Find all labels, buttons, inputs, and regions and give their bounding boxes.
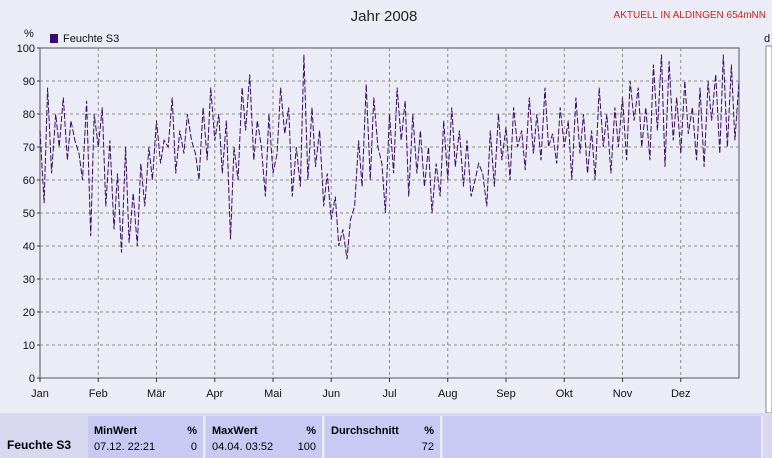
right-panel-edge	[765, 45, 772, 413]
max-date: 04.04. 03:52	[212, 441, 274, 453]
x-tick-label: Jul	[382, 388, 396, 400]
y-tick-label: 70	[23, 142, 35, 154]
min-date: 07.12. 22:21	[94, 441, 156, 453]
x-tick-label: Feb	[89, 388, 108, 400]
y-tick-label: 10	[23, 340, 35, 352]
x-tick-label: Dez	[671, 388, 691, 400]
min-header: MinWert	[94, 425, 138, 437]
x-tick-label: Nov	[613, 388, 633, 400]
stats-cell-avg: Durchschnitt % 72	[325, 416, 442, 458]
legend-label: Feuchte S3	[63, 33, 119, 45]
legend-swatch	[50, 34, 58, 43]
x-tick-label: Jun	[322, 388, 340, 400]
avg-value: 72	[421, 441, 434, 453]
y-tick-label: 90	[23, 76, 35, 88]
y-axis-unit-label: %	[24, 28, 34, 40]
x-tick-label: Apr	[206, 388, 223, 400]
location-subtitle: AKTUELL IN ALDINGEN 654mNN	[614, 10, 766, 21]
y-tick-label: 80	[23, 109, 35, 121]
avg-header: Durchschnitt	[331, 425, 399, 437]
y-tick-label: 0	[29, 373, 35, 385]
max-header: MaxWert	[212, 425, 258, 437]
x-tick-label: Sep	[496, 388, 516, 400]
y-tick-label: 40	[23, 241, 35, 253]
stats-cell-min: MinWert % 07.12. 22:21 0	[88, 416, 205, 458]
right-edge-label: d	[764, 33, 770, 45]
humidity-chart: Jahr 2008 AKTUELL IN ALDINGEN 654mNN % d…	[17, 8, 772, 413]
stats-row-label: Feuchte S3	[7, 438, 72, 452]
series-line-feuchte-s3	[39, 54, 740, 260]
avg-unit: %	[424, 425, 434, 437]
x-tick-label: Jan	[31, 388, 49, 400]
min-unit: %	[187, 425, 197, 437]
y-tick-label: 100	[17, 43, 35, 55]
chart-title: Jahr 2008	[351, 8, 418, 25]
y-tick-label: 60	[23, 175, 35, 187]
min-value: 0	[190, 441, 197, 453]
y-tick-label: 30	[23, 274, 35, 286]
x-tick-label: Okt	[556, 388, 573, 400]
stats-cell-empty	[443, 416, 763, 458]
x-tick-label: Mär	[147, 388, 166, 400]
y-tick-label: 50	[23, 208, 35, 220]
stats-bar: Feuchte S3 MinWert % 07.12. 22:21 0 MaxW…	[0, 413, 772, 458]
x-tick-label: Aug	[438, 388, 458, 400]
max-value: 100	[297, 441, 316, 453]
stats-cell-max: MaxWert % 04.04. 03:52 100	[206, 416, 324, 458]
max-unit: %	[306, 425, 316, 437]
y-tick-label: 20	[23, 307, 35, 319]
x-tick-label: Mai	[264, 388, 282, 400]
